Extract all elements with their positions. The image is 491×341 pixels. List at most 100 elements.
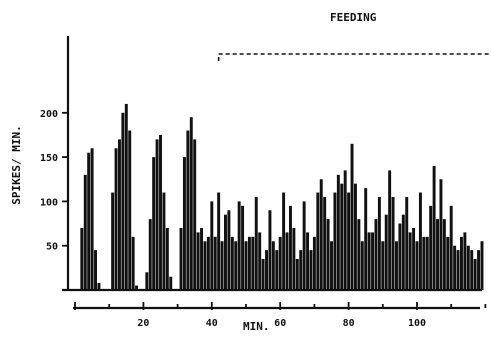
data-bar — [162, 192, 166, 290]
data-bar — [152, 157, 156, 290]
data-bar — [227, 210, 231, 290]
data-bar — [295, 258, 299, 290]
data-bar — [326, 219, 330, 290]
data-bar — [193, 139, 197, 290]
data-bar — [196, 232, 200, 290]
data-bar — [425, 236, 429, 290]
data-bar — [377, 196, 381, 290]
data-bar — [179, 227, 183, 290]
data-bar — [275, 250, 279, 290]
data-bar — [398, 223, 402, 290]
data-bar — [367, 232, 371, 290]
data-bar — [429, 205, 433, 290]
data-bar — [241, 205, 245, 290]
data-bar — [265, 250, 268, 290]
data-bar — [309, 250, 313, 290]
data-bar — [165, 227, 169, 290]
data-bar — [135, 285, 139, 290]
data-bar — [381, 241, 385, 290]
data-bar — [203, 241, 207, 290]
data-bar — [186, 130, 190, 290]
data-bar — [340, 183, 344, 290]
data-bar — [357, 219, 361, 290]
data-bar — [224, 214, 227, 290]
data-bar — [408, 232, 412, 290]
data-bar — [463, 232, 467, 290]
data-bar — [384, 214, 388, 290]
data-bar — [323, 196, 327, 290]
data-bar — [292, 227, 296, 290]
data-bar — [446, 236, 450, 290]
data-bar — [244, 241, 248, 290]
data-bar — [391, 196, 395, 290]
data-bar — [234, 241, 238, 290]
data-bar — [422, 236, 426, 290]
data-bar — [330, 241, 333, 290]
data-bar — [121, 112, 125, 290]
data-bar — [90, 148, 94, 290]
bars-layer — [80, 103, 484, 290]
data-bar — [306, 232, 310, 290]
data-bar — [312, 236, 316, 290]
data-bar — [213, 236, 217, 290]
data-bar — [271, 241, 275, 290]
data-bar — [395, 241, 398, 290]
data-bar — [94, 250, 97, 290]
data-bar — [439, 179, 443, 290]
data-bar — [97, 282, 101, 290]
x-tick-label: 40 — [206, 318, 218, 329]
data-bar — [128, 130, 132, 290]
data-bar — [80, 227, 84, 290]
data-bar — [466, 245, 470, 290]
data-bar — [210, 201, 214, 290]
x-ticks-layer: 20 40 60 80 100 — [74, 302, 487, 329]
y-tick-label: 200 — [40, 109, 58, 120]
data-bar — [442, 219, 446, 290]
data-bar — [480, 241, 484, 290]
data-bar — [145, 272, 149, 290]
data-bar — [220, 241, 224, 290]
data-bar — [412, 227, 416, 290]
x-tick-label: 60 — [274, 318, 286, 329]
data-bar — [278, 236, 282, 290]
data-bar — [336, 174, 340, 290]
data-bar — [285, 232, 289, 290]
data-bar — [473, 258, 477, 290]
data-bar — [131, 236, 135, 290]
y-ticks-layer: 50 100 150 200 — [40, 109, 68, 253]
data-bar — [453, 245, 457, 290]
data-bar — [470, 250, 474, 290]
data-bar — [148, 219, 152, 290]
data-bar — [117, 139, 121, 290]
data-bar — [388, 170, 392, 290]
data-bar — [258, 232, 262, 290]
data-bar — [261, 258, 265, 290]
data-bar — [302, 201, 306, 290]
x-tick-label: 80 — [343, 318, 355, 329]
data-bar — [401, 214, 405, 290]
data-bar — [288, 205, 292, 290]
data-bar — [124, 103, 128, 290]
data-bar — [364, 188, 368, 290]
data-bar — [415, 241, 419, 290]
data-bar — [432, 165, 436, 290]
y-tick-label: 50 — [46, 242, 58, 253]
data-bar — [155, 139, 159, 290]
data-bar — [254, 196, 258, 290]
data-bar — [459, 236, 463, 290]
y-tick-label: 150 — [40, 153, 58, 164]
data-bar — [169, 276, 173, 290]
data-bar — [449, 205, 453, 290]
x-tick-label: 20 — [137, 318, 149, 329]
data-bar — [316, 192, 320, 290]
data-bar — [114, 148, 118, 290]
data-bar — [456, 250, 460, 290]
data-bar — [189, 117, 193, 290]
data-bar — [200, 227, 204, 290]
data-bar — [477, 250, 481, 290]
y-tick-label: 100 — [40, 197, 58, 208]
data-bar — [347, 192, 351, 290]
data-bar — [87, 152, 91, 290]
data-bar — [319, 179, 323, 290]
